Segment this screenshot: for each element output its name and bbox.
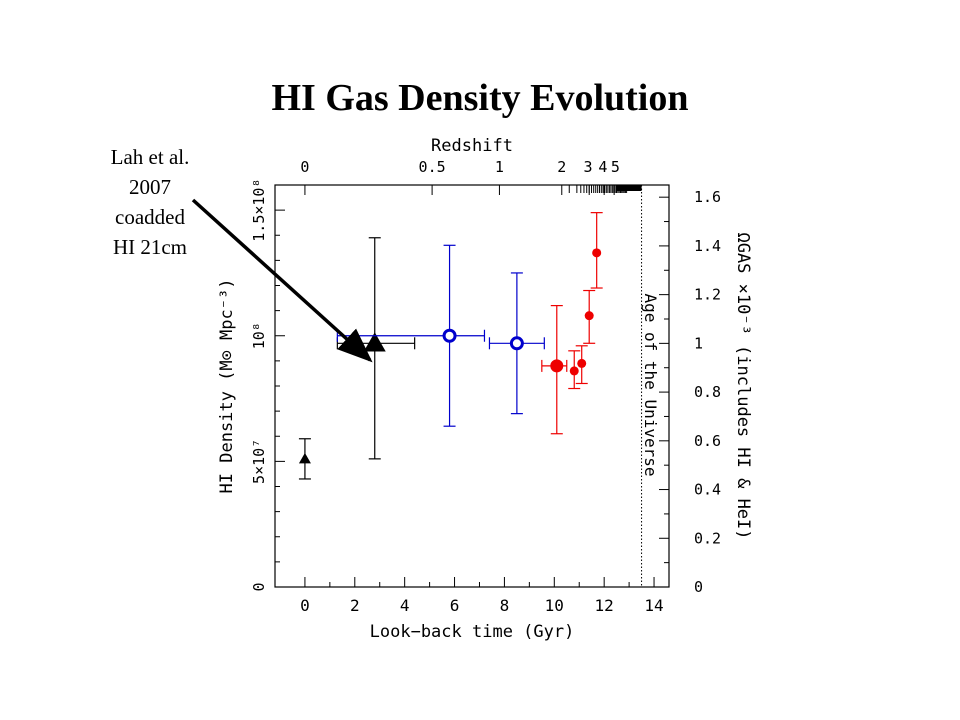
annotation-line: coadded: [115, 205, 185, 229]
redshift-tick-label: 5: [611, 158, 620, 176]
x-tick-label: 4: [400, 596, 410, 615]
y-tick-label: 5×10⁷: [250, 439, 268, 484]
redshift-tick-label: 0: [300, 158, 309, 176]
data-point-filled-circle: [577, 358, 587, 368]
redshift-high-z-band: [616, 185, 642, 191]
y-right-tick-label: 0.8: [694, 383, 721, 401]
annotation-line: HI 21cm: [112, 235, 188, 259]
data-point-filled-circle: [550, 359, 564, 373]
data-point-open-circle: [509, 336, 524, 351]
y-tick-label: 0: [250, 582, 268, 591]
y-tick-label: 10⁸: [250, 322, 268, 349]
x-tick-label: 14: [644, 596, 663, 615]
redshift-tick-label: 3: [583, 158, 592, 176]
y-right-tick-label: 1.6: [694, 188, 721, 206]
x-tick-label: 10: [545, 596, 564, 615]
x-tick-label: 2: [350, 596, 360, 615]
x-tick-label: 0: [300, 596, 310, 615]
redshift-tick-label: 1: [495, 158, 504, 176]
y-right-tick-label: 0.4: [694, 481, 721, 499]
slide-title: HI Gas Density Evolution: [271, 77, 689, 119]
annotation-arrow: [191, 198, 373, 363]
y-right-tick-label: 0.2: [694, 529, 721, 547]
y-tick-label: 1.5×10⁸: [250, 179, 268, 242]
y-right-tick-label: 0: [694, 578, 703, 596]
data-point-filled-circle: [592, 248, 602, 258]
y-right-tick-label: 1.4: [694, 237, 721, 255]
x-axis-title: Look−back time (Gyr): [370, 622, 575, 642]
redshift-tick-label: 4: [598, 158, 607, 176]
y-right-tick-label: 1.2: [694, 286, 721, 304]
annotation-line: 2007: [129, 175, 171, 199]
y-axis-title: HI Density (M⊙ Mpc⁻³): [217, 279, 237, 494]
data-point-filled-circle: [584, 311, 594, 321]
x-tick-label: 8: [500, 596, 510, 615]
annotation-text: Lah et al. 2007 coadded HI 21cm: [60, 142, 240, 262]
y-right-tick-label: 0.6: [694, 432, 721, 450]
x-tick-label: 6: [450, 596, 460, 615]
redshift-tick-label: 2: [557, 158, 566, 176]
plot-frame: [274, 184, 670, 588]
x-tick-label: 12: [595, 596, 614, 615]
age-of-universe-label: Age of the Universe: [641, 293, 660, 476]
redshift-tick-label: 0.5: [419, 158, 446, 176]
x-top-axis-title: Redshift: [431, 136, 513, 156]
y-right-tick-label: 1: [694, 334, 703, 352]
data-point-open-circle: [442, 328, 457, 343]
annotation-line: Lah et al.: [110, 145, 190, 169]
y-right-axis-title: ΩGAS ×10⁻³ (includes HI & HeI): [733, 232, 753, 539]
data-point-triangle: [298, 452, 311, 464]
data-point-filled-circle: [569, 366, 579, 376]
